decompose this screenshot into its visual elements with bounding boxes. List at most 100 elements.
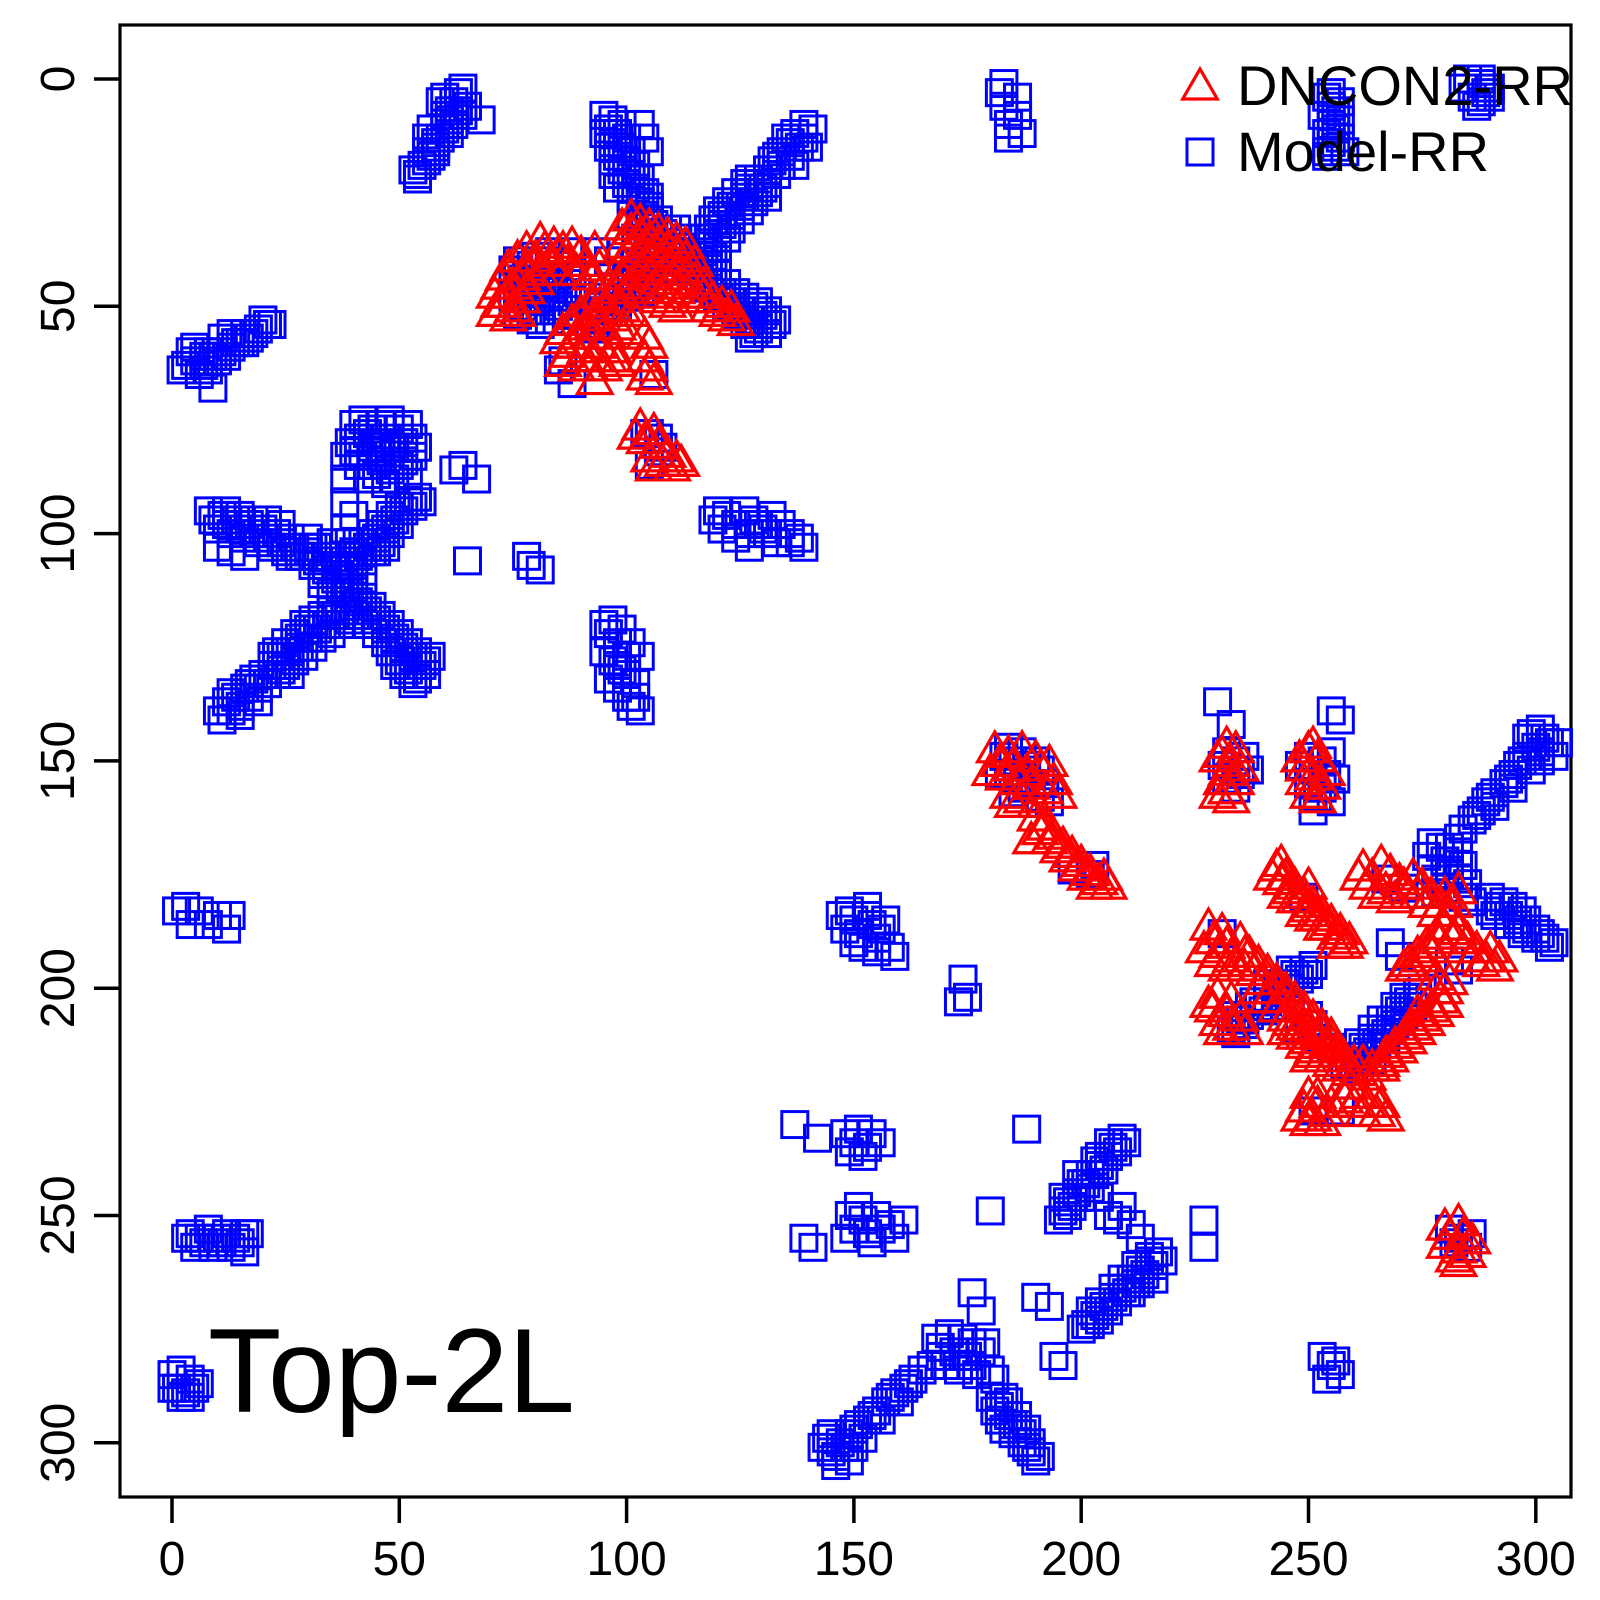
model-rr-point [398, 155, 428, 185]
dncon2-rr-point [1038, 828, 1079, 864]
model-rr-point [1312, 141, 1342, 171]
model-rr-point [966, 1296, 996, 1326]
dncon2-rr-point [633, 360, 674, 396]
x-axis-tick-label: 200 [1041, 1533, 1121, 1586]
dncon2-rr-point [1324, 1078, 1365, 1114]
model-rr-point [312, 541, 342, 571]
dncon2-rr-point [1302, 905, 1343, 941]
dncon2-rr-point [1297, 778, 1338, 814]
model-rr-point [175, 1382, 205, 1412]
dncon2-rr-point [1188, 983, 1229, 1018]
dncon2-rr-point [1442, 928, 1484, 964]
model-rr-point [407, 487, 437, 517]
model-rr-point [743, 510, 773, 540]
dncon2-rr-point [1452, 937, 1493, 973]
legend-label: Model-RR [1237, 120, 1489, 183]
model-rr-point [1084, 1182, 1114, 1212]
model-rr-point [271, 637, 301, 667]
model-rr-point [866, 1405, 896, 1435]
model-rr-point [753, 182, 783, 212]
model-rr-point [380, 650, 410, 680]
dncon2-rr-point [1388, 1019, 1429, 1055]
x-axis-tick-label: 0 [159, 1533, 186, 1586]
model-rr-point [743, 287, 773, 317]
dncon2-rr-point [1283, 760, 1325, 796]
dncon2-rr-point [611, 264, 652, 300]
model-rr-point [789, 1223, 819, 1253]
dncon2-rr-point [1224, 946, 1265, 982]
model-rr-point [307, 600, 337, 630]
model-rr-point [1148, 1246, 1178, 1276]
dncon2-rr-point [1274, 1005, 1315, 1041]
dncon2-rr-point [1020, 810, 1061, 846]
model-rr-point [371, 628, 401, 658]
dncon2-rr-point [538, 233, 579, 268]
model-rr-point [943, 987, 973, 1017]
dncon2-rr-point [1479, 937, 1520, 973]
model-rr-point [439, 455, 469, 485]
dncon2-rr-point [1433, 1237, 1475, 1273]
model-rr-point [1103, 1205, 1133, 1235]
model-rr-point [1066, 1314, 1096, 1344]
dncon2-rr-point [1197, 774, 1238, 809]
model-rr-point [853, 900, 883, 930]
model-rr-point [1034, 1291, 1064, 1321]
axes: 0 50 100 150 200 250 300 0 50 100 150 200 250 300 [32, 66, 1576, 1586]
dncon2-rr-point [611, 246, 652, 282]
dncon2-rr-point [1033, 760, 1074, 796]
dncon2-rr-point [1315, 914, 1356, 950]
model-rr-point [362, 619, 392, 649]
model-rr-point [398, 441, 428, 471]
model-rr-point [1475, 82, 1505, 112]
model-rr-point [603, 650, 633, 680]
y-axis-tick-label: 50 [32, 280, 85, 333]
dncon2-rr-point [1279, 1096, 1320, 1132]
dncon2-rr-point [1274, 878, 1315, 914]
dncon2-rr-point [597, 342, 638, 377]
model-rr-point [1084, 1287, 1114, 1317]
model-rr-point [366, 528, 396, 558]
model-rr-point [775, 528, 805, 558]
model-rr-point [843, 1191, 873, 1221]
model-rr-point [216, 900, 246, 930]
dncon2-rr-point [1406, 883, 1447, 918]
model-rr-point [880, 1223, 910, 1253]
dncon2-rr-point [1247, 978, 1288, 1014]
dncon2-rr-point [1438, 869, 1479, 905]
model-rr-point [753, 296, 783, 326]
model-rr-point [402, 164, 432, 194]
model-rr-point [1084, 1305, 1114, 1335]
model-rr-point [1112, 1128, 1142, 1158]
dncon2-rr-point [615, 414, 656, 450]
dncon2-rr-point [1292, 724, 1334, 759]
dncon2-rr-point [629, 324, 670, 359]
dncon2-rr-point [1361, 1042, 1402, 1078]
dncon2-rr-point [1288, 1101, 1329, 1137]
dncon2-rr-point [1352, 1074, 1393, 1109]
dncon2-rr-point [1447, 1233, 1488, 1269]
dncon2-rr-point [1047, 837, 1088, 873]
model-rr-point [975, 1196, 1005, 1226]
model-rr-point [957, 1278, 987, 1308]
dncon2-rr-point [1397, 874, 1438, 909]
dncon2-rr-point [551, 223, 593, 259]
model-rr-point [857, 1228, 887, 1258]
dncon2-rr-point [1347, 864, 1388, 900]
dncon2-rr-point [1256, 987, 1297, 1023]
model-rr-point [171, 1223, 201, 1253]
model-rr-point [1380, 991, 1410, 1021]
model-rr-point [1512, 914, 1542, 944]
y-axis-tick-label: 150 [32, 721, 85, 801]
model-rr-point [703, 496, 733, 526]
model-rr-point [371, 532, 401, 562]
dncon2-rr-point [688, 287, 729, 323]
model-rr-point [1075, 1310, 1105, 1340]
dncon2-rr-point [1297, 1074, 1338, 1109]
dncon2-rr-point [706, 296, 747, 332]
model-rr-point [693, 214, 723, 244]
dncon2-rr-point [501, 278, 543, 314]
model-rr-point [698, 205, 728, 235]
dncon2-rr-point [1288, 864, 1329, 900]
dncon2-rr-point [683, 274, 724, 309]
